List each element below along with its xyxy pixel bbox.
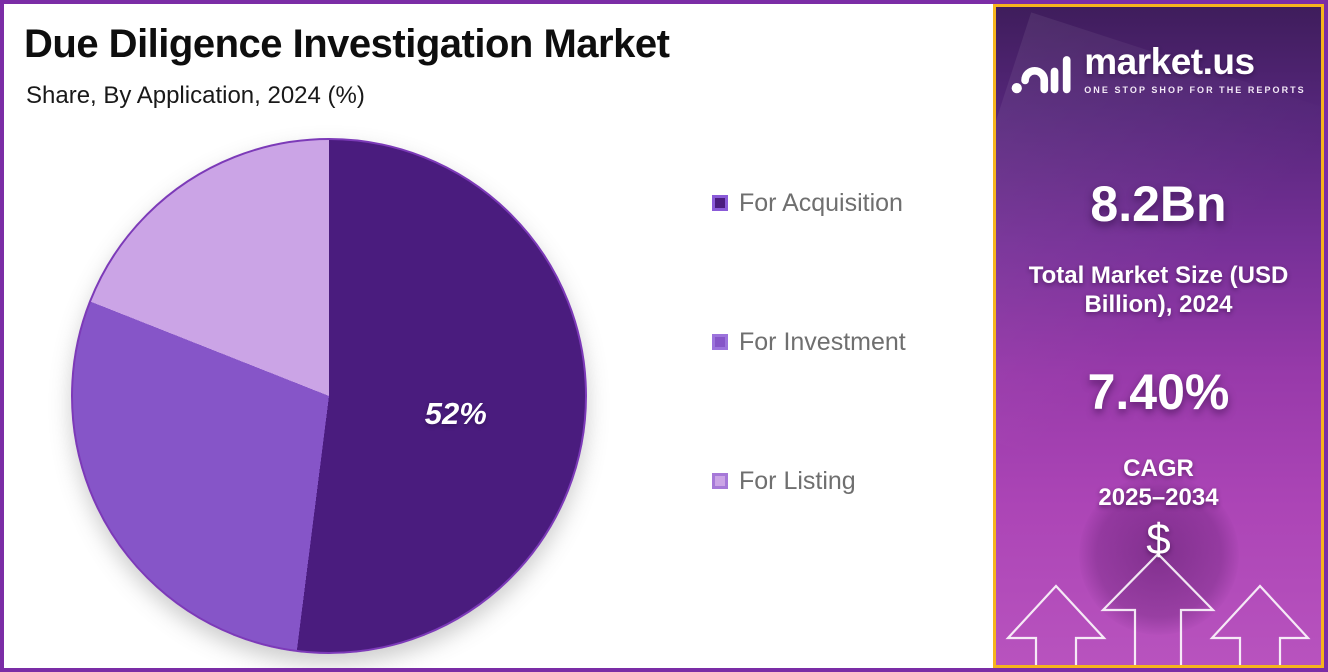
market-size-value: 8.2Bn xyxy=(1090,176,1227,232)
legend-item-acquisition: For Acquisition xyxy=(712,189,906,217)
pie-slice-data-label: 52% xyxy=(424,395,487,431)
cagr-label: CAGR 2025–2034 xyxy=(996,455,1321,513)
legend-item-investment: For Investment xyxy=(712,328,906,356)
growth-arrows-icon xyxy=(1005,552,1311,665)
legend-label: For Acquisition xyxy=(739,188,903,217)
legend-swatch xyxy=(712,334,728,350)
cagr-label-line1: CAGR xyxy=(1123,455,1194,482)
pie-chart-area: 52% xyxy=(71,138,591,658)
legend-swatch xyxy=(712,195,728,211)
market-us-logo-icon xyxy=(1011,56,1071,94)
chart-legend: For Acquisition For Investment For Listi… xyxy=(712,189,906,606)
legend-item-listing: For Listing xyxy=(712,467,906,495)
legend-swatch xyxy=(712,473,728,489)
brand-tagline: ONE STOP SHOP FOR THE REPORTS xyxy=(1084,84,1306,95)
legend-label: For Listing xyxy=(739,466,856,495)
cagr-label-line2: 2025–2034 xyxy=(1098,483,1219,511)
chart-title: Due Diligence Investigation Market xyxy=(24,22,670,66)
side-panel: market.us ONE STOP SHOP FOR THE REPORTS … xyxy=(993,4,1324,668)
chart-subtitle: Share, By Application, 2024 (%) xyxy=(26,82,365,109)
brand-logo: market.us ONE STOP SHOP FOR THE REPORTS xyxy=(996,41,1321,103)
market-size-label: Total Market Size (USD Billion), 2024 xyxy=(1028,262,1289,319)
pie-chart xyxy=(71,138,587,654)
cagr-value: 7.40% xyxy=(1087,364,1230,420)
brand-wordmark: market.us xyxy=(1084,41,1255,82)
legend-label: For Investment xyxy=(739,327,906,356)
